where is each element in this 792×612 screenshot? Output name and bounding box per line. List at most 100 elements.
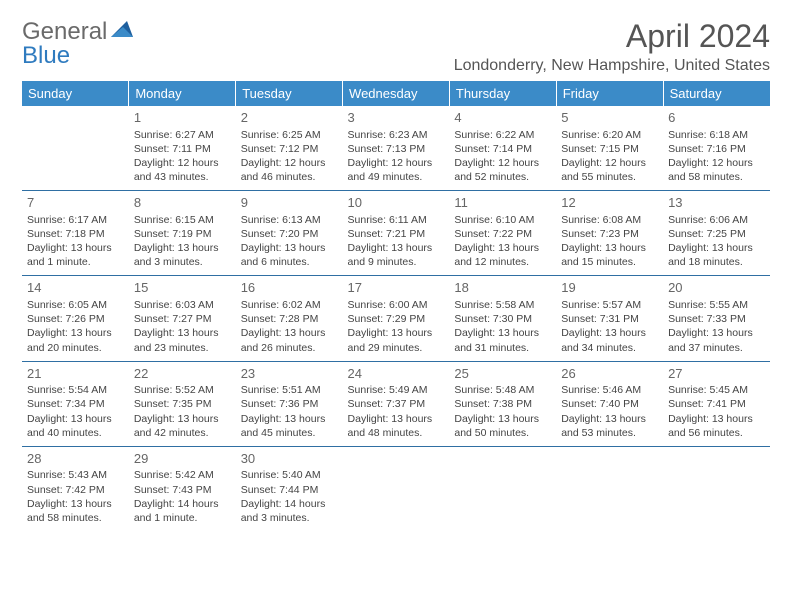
day-header: Tuesday [236, 81, 343, 106]
day-number: 21 [27, 365, 124, 383]
day-number: 25 [454, 365, 551, 383]
day-detail: Sunset: 7:13 PM [348, 142, 445, 156]
day-detail: Daylight: 13 hours [27, 241, 124, 255]
day-detail: Sunrise: 5:55 AM [668, 298, 765, 312]
day-detail: Sunset: 7:11 PM [134, 142, 231, 156]
day-detail: Sunset: 7:42 PM [27, 483, 124, 497]
calendar-cell: 20Sunrise: 5:55 AMSunset: 7:33 PMDayligh… [663, 276, 770, 361]
day-number: 10 [348, 194, 445, 212]
calendar-cell [663, 446, 770, 531]
day-detail: Sunrise: 6:18 AM [668, 128, 765, 142]
day-header: Monday [129, 81, 236, 106]
calendar-week-row: 1Sunrise: 6:27 AMSunset: 7:11 PMDaylight… [22, 106, 770, 191]
logo-text-blue: Blue [22, 42, 70, 69]
day-header: Thursday [449, 81, 556, 106]
day-detail: Daylight: 14 hours [134, 497, 231, 511]
day-number: 22 [134, 365, 231, 383]
logo-triangle-icon [111, 21, 133, 44]
day-detail: Daylight: 14 hours [241, 497, 338, 511]
calendar-cell: 21Sunrise: 5:54 AMSunset: 7:34 PMDayligh… [22, 361, 129, 446]
day-detail: Sunset: 7:37 PM [348, 397, 445, 411]
calendar-cell: 2Sunrise: 6:25 AMSunset: 7:12 PMDaylight… [236, 106, 343, 191]
day-number: 5 [561, 109, 658, 127]
day-number: 30 [241, 450, 338, 468]
calendar-cell: 4Sunrise: 6:22 AMSunset: 7:14 PMDaylight… [449, 106, 556, 191]
day-detail: Sunrise: 6:00 AM [348, 298, 445, 312]
day-detail: and 34 minutes. [561, 341, 658, 355]
day-detail: Sunrise: 6:03 AM [134, 298, 231, 312]
day-detail: Sunset: 7:34 PM [27, 397, 124, 411]
day-number: 29 [134, 450, 231, 468]
day-number: 12 [561, 194, 658, 212]
day-detail: Daylight: 13 hours [241, 241, 338, 255]
day-detail: and 1 minute. [134, 511, 231, 525]
calendar-week-row: 21Sunrise: 5:54 AMSunset: 7:34 PMDayligh… [22, 361, 770, 446]
day-detail: Sunrise: 6:15 AM [134, 213, 231, 227]
day-detail: Sunrise: 5:42 AM [134, 468, 231, 482]
calendar-cell: 8Sunrise: 6:15 AMSunset: 7:19 PMDaylight… [129, 191, 236, 276]
calendar-week-row: 14Sunrise: 6:05 AMSunset: 7:26 PMDayligh… [22, 276, 770, 361]
day-detail: Daylight: 13 hours [27, 412, 124, 426]
day-detail: and 23 minutes. [134, 341, 231, 355]
title-block: April 2024 Londonderry, New Hampshire, U… [454, 18, 770, 75]
day-detail: Daylight: 13 hours [241, 412, 338, 426]
day-number: 26 [561, 365, 658, 383]
calendar-cell: 15Sunrise: 6:03 AMSunset: 7:27 PMDayligh… [129, 276, 236, 361]
day-detail: Sunrise: 6:13 AM [241, 213, 338, 227]
day-detail: Sunrise: 6:17 AM [27, 213, 124, 227]
calendar-cell: 3Sunrise: 6:23 AMSunset: 7:13 PMDaylight… [343, 106, 450, 191]
calendar-cell: 25Sunrise: 5:48 AMSunset: 7:38 PMDayligh… [449, 361, 556, 446]
day-detail: and 6 minutes. [241, 255, 338, 269]
day-detail: Daylight: 13 hours [454, 326, 551, 340]
day-number: 1 [134, 109, 231, 127]
calendar-head: SundayMondayTuesdayWednesdayThursdayFrid… [22, 81, 770, 106]
calendar-cell [22, 106, 129, 191]
day-detail: Sunset: 7:22 PM [454, 227, 551, 241]
day-detail: and 3 minutes. [241, 511, 338, 525]
day-detail: Daylight: 12 hours [668, 156, 765, 170]
day-number: 8 [134, 194, 231, 212]
day-detail: and 49 minutes. [348, 170, 445, 184]
day-detail: Sunset: 7:27 PM [134, 312, 231, 326]
calendar-cell: 11Sunrise: 6:10 AMSunset: 7:22 PMDayligh… [449, 191, 556, 276]
day-detail: Sunset: 7:12 PM [241, 142, 338, 156]
calendar-cell: 5Sunrise: 6:20 AMSunset: 7:15 PMDaylight… [556, 106, 663, 191]
day-detail: and 37 minutes. [668, 341, 765, 355]
day-detail: Sunset: 7:41 PM [668, 397, 765, 411]
day-detail: Sunset: 7:28 PM [241, 312, 338, 326]
day-detail: Sunset: 7:44 PM [241, 483, 338, 497]
calendar-cell: 6Sunrise: 6:18 AMSunset: 7:16 PMDaylight… [663, 106, 770, 191]
calendar-cell [449, 446, 556, 531]
day-detail: Daylight: 13 hours [668, 326, 765, 340]
day-detail: and 20 minutes. [27, 341, 124, 355]
day-detail: and 31 minutes. [454, 341, 551, 355]
day-detail: Sunrise: 5:48 AM [454, 383, 551, 397]
day-detail: Daylight: 13 hours [668, 241, 765, 255]
day-header-row: SundayMondayTuesdayWednesdayThursdayFrid… [22, 81, 770, 106]
day-detail: Sunrise: 6:02 AM [241, 298, 338, 312]
day-detail: Sunrise: 5:58 AM [454, 298, 551, 312]
day-detail: and 58 minutes. [27, 511, 124, 525]
calendar-cell: 13Sunrise: 6:06 AMSunset: 7:25 PMDayligh… [663, 191, 770, 276]
day-detail: Sunset: 7:15 PM [561, 142, 658, 156]
day-detail: Daylight: 12 hours [348, 156, 445, 170]
calendar-body: 1Sunrise: 6:27 AMSunset: 7:11 PMDaylight… [22, 106, 770, 531]
day-detail: Daylight: 13 hours [134, 412, 231, 426]
day-detail: Daylight: 12 hours [561, 156, 658, 170]
day-detail: Sunrise: 6:08 AM [561, 213, 658, 227]
calendar-table: SundayMondayTuesdayWednesdayThursdayFrid… [22, 81, 770, 531]
calendar-cell [343, 446, 450, 531]
day-detail: Daylight: 13 hours [561, 326, 658, 340]
day-number: 2 [241, 109, 338, 127]
calendar-cell: 19Sunrise: 5:57 AMSunset: 7:31 PMDayligh… [556, 276, 663, 361]
day-detail: Sunset: 7:20 PM [241, 227, 338, 241]
day-number: 15 [134, 279, 231, 297]
day-detail: Sunset: 7:14 PM [454, 142, 551, 156]
day-number: 7 [27, 194, 124, 212]
day-detail: Sunset: 7:38 PM [454, 397, 551, 411]
day-detail: Daylight: 12 hours [134, 156, 231, 170]
day-detail: Sunrise: 5:54 AM [27, 383, 124, 397]
day-detail: Sunset: 7:23 PM [561, 227, 658, 241]
calendar-cell: 23Sunrise: 5:51 AMSunset: 7:36 PMDayligh… [236, 361, 343, 446]
day-detail: Daylight: 13 hours [134, 241, 231, 255]
